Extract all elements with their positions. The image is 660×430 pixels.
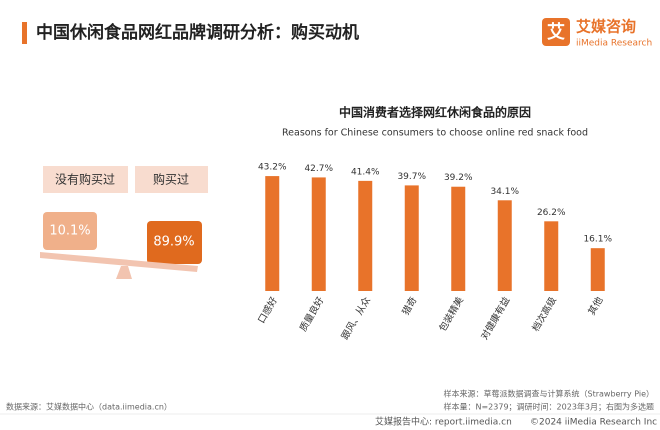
value-label: 34.1% bbox=[490, 187, 519, 197]
value-label: 39.7% bbox=[397, 172, 426, 182]
value-label: 16.1% bbox=[583, 235, 612, 245]
value-label: 42.7% bbox=[304, 164, 333, 174]
seesaw-plank bbox=[40, 252, 198, 272]
chart-title: 中国消费者选择网红休闲食品的原因 bbox=[339, 105, 531, 120]
sample-size: 样本量：N=2379；调研时间：2023年3月；右图为多选题 bbox=[444, 402, 655, 412]
seesaw-fulcrum bbox=[116, 266, 132, 279]
logo-char: 艾 bbox=[547, 21, 565, 43]
bar bbox=[358, 180, 373, 291]
report-center: 艾媒报告中心: report.iimedia.cn bbox=[375, 416, 512, 428]
bar bbox=[311, 177, 326, 291]
bar bbox=[544, 221, 559, 291]
logo-cn: 艾媒咨询 bbox=[576, 18, 636, 36]
seesaw-label: 没有购买过 bbox=[55, 172, 115, 187]
seesaw-value: 89.9% bbox=[153, 235, 194, 250]
bar bbox=[590, 248, 605, 291]
seesaw-label-box bbox=[135, 166, 208, 193]
page-title: 中国休闲食品网红品牌调研分析：购买动机 bbox=[36, 22, 359, 43]
bar bbox=[451, 186, 466, 291]
seesaw-label: 购买过 bbox=[153, 172, 189, 187]
chart-subtitle: Reasons for Chinese consumers to choose … bbox=[282, 128, 588, 139]
sample-source: 样本来源：草莓派数据调查与计算系统（Strawberry Pie） bbox=[444, 389, 654, 399]
value-label: 26.2% bbox=[537, 208, 566, 218]
value-label: 43.2% bbox=[258, 163, 287, 173]
seesaw-label-box bbox=[43, 166, 128, 193]
data-source: 数据来源：艾媒数据中心（data.iimedia.cn） bbox=[6, 402, 172, 412]
title-accent bbox=[22, 22, 27, 44]
bar bbox=[497, 200, 512, 291]
logo-en: iiMedia Research bbox=[576, 39, 652, 49]
value-label: 41.4% bbox=[351, 167, 380, 177]
copyright: ©2024 iiMedia Research Inc bbox=[530, 418, 657, 428]
seesaw-value: 10.1% bbox=[49, 224, 90, 239]
bar bbox=[404, 185, 419, 291]
bar bbox=[265, 176, 280, 291]
seesaw-value-box bbox=[147, 221, 202, 264]
logo-mark bbox=[542, 18, 570, 46]
seesaw-value-box bbox=[43, 212, 97, 250]
value-label: 39.2% bbox=[444, 173, 473, 183]
